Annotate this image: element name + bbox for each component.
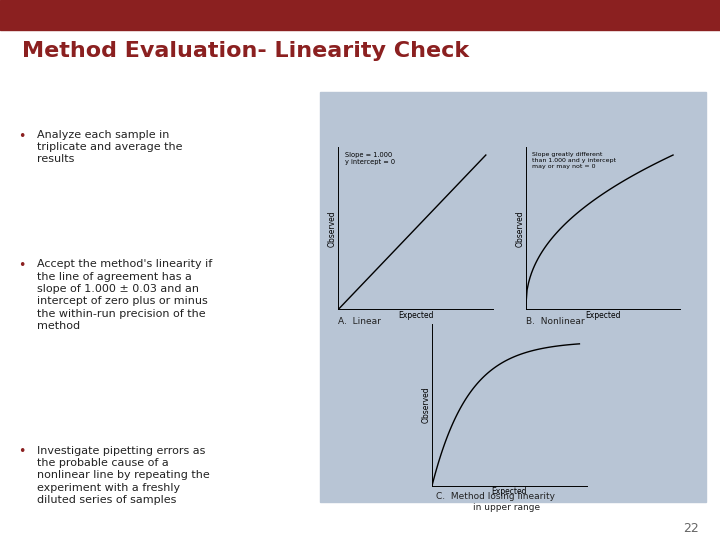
Text: A.  Linear: A. Linear <box>338 318 382 326</box>
Text: B.  Nonlinear: B. Nonlinear <box>526 318 584 326</box>
Text: Accept the method's linearity if
the line of agreement has a
slope of 1.000 ± 0.: Accept the method's linearity if the lin… <box>37 259 212 331</box>
X-axis label: Expected: Expected <box>398 310 433 320</box>
Text: •: • <box>18 130 25 143</box>
Text: Slope = 1.000
y intercept = 0: Slope = 1.000 y intercept = 0 <box>345 152 395 165</box>
X-axis label: Expected: Expected <box>492 487 527 496</box>
Text: Slope greatly different
than 1.000 and y intercept
may or may not = 0: Slope greatly different than 1.000 and y… <box>532 152 616 169</box>
Text: •: • <box>18 259 25 272</box>
Y-axis label: Observed: Observed <box>516 210 524 247</box>
Text: 22: 22 <box>683 522 698 535</box>
Text: Analyze each sample in
triplicate and average the
results: Analyze each sample in triplicate and av… <box>37 130 183 164</box>
X-axis label: Expected: Expected <box>585 310 621 320</box>
Y-axis label: Observed: Observed <box>422 387 431 423</box>
Bar <box>0 0 720 30</box>
Text: Method Evaluation- Linearity Check: Method Evaluation- Linearity Check <box>22 40 469 60</box>
Text: •: • <box>18 446 25 458</box>
Text: Investigate pipetting errors as
the probable cause of a
nonlinear line by repeat: Investigate pipetting errors as the prob… <box>37 446 210 505</box>
Y-axis label: Observed: Observed <box>328 210 337 247</box>
Bar <box>320 92 706 502</box>
Text: C.  Method losing linearity
        in upper range: C. Method losing linearity in upper rang… <box>436 492 554 512</box>
